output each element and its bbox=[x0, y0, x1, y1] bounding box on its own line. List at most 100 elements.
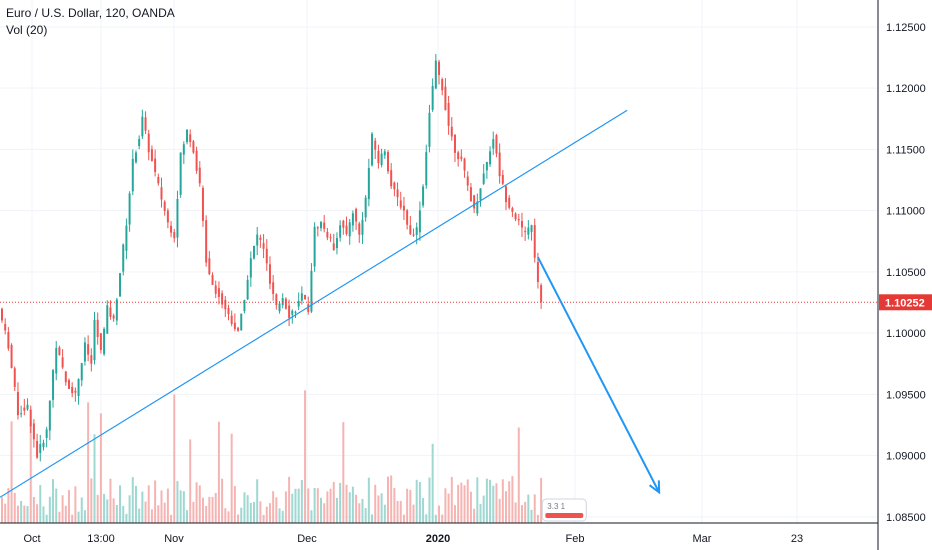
candle-body bbox=[291, 310, 294, 315]
volume-bar bbox=[374, 484, 377, 523]
candle-body bbox=[122, 244, 125, 272]
candle-body bbox=[154, 158, 157, 173]
volume-bar bbox=[412, 504, 415, 523]
candle-body bbox=[131, 158, 134, 192]
drawings[interactable]: 3.3 1 bbox=[0, 109, 878, 522]
candle-body bbox=[415, 227, 418, 235]
candle-body bbox=[473, 195, 476, 209]
candle-body bbox=[396, 189, 399, 198]
candle-body bbox=[71, 386, 74, 394]
candle-body bbox=[342, 220, 345, 228]
candle-body bbox=[237, 327, 240, 331]
volume-bar bbox=[64, 505, 67, 523]
y-tick-label: 1.10500 bbox=[886, 267, 926, 279]
volume-bar bbox=[415, 479, 418, 523]
volume-bar bbox=[444, 488, 447, 523]
volume-bar bbox=[150, 509, 153, 523]
volume-bar bbox=[514, 502, 517, 523]
y-tick-label: 1.10000 bbox=[886, 328, 926, 340]
volume-bar bbox=[517, 427, 520, 523]
volume-bar bbox=[460, 482, 463, 523]
candle-body bbox=[243, 299, 246, 312]
candle-body bbox=[348, 222, 351, 237]
candle-body bbox=[351, 213, 354, 226]
volume-bar bbox=[237, 514, 240, 523]
volume-bar bbox=[52, 479, 55, 523]
candle-body bbox=[533, 225, 536, 258]
volume-bar bbox=[26, 506, 29, 523]
volume-bar bbox=[214, 493, 217, 523]
forecast-arrow[interactable] bbox=[537, 256, 661, 493]
volume-bar bbox=[131, 477, 134, 523]
forecast-arrow-head[interactable] bbox=[648, 480, 661, 495]
y-tick-label: 1.11500 bbox=[886, 144, 925, 156]
candle-body bbox=[275, 294, 278, 306]
y-tick-label: 1.12000 bbox=[886, 83, 926, 95]
candle-body bbox=[93, 319, 96, 361]
candle-body bbox=[278, 303, 281, 312]
volume-bar bbox=[144, 501, 147, 523]
candle-body bbox=[106, 305, 109, 334]
volume-bar bbox=[272, 491, 275, 523]
candle-body bbox=[294, 311, 297, 313]
volume-bar bbox=[399, 500, 402, 523]
candle-body bbox=[189, 134, 192, 143]
candle-body bbox=[485, 161, 488, 171]
candle-body bbox=[26, 404, 29, 410]
volume-bar bbox=[48, 496, 51, 523]
candle-body bbox=[310, 270, 313, 312]
volume-bar bbox=[511, 476, 514, 523]
candle-body bbox=[323, 222, 326, 229]
volume-bar bbox=[390, 475, 393, 523]
candle-body bbox=[7, 331, 10, 349]
volume-bar bbox=[103, 493, 106, 523]
candle-body bbox=[527, 227, 530, 235]
volume-bar bbox=[217, 421, 220, 523]
trendline[interactable] bbox=[0, 109, 628, 498]
grid bbox=[0, 0, 878, 523]
volume-bar bbox=[13, 492, 16, 523]
volume-bar bbox=[265, 506, 268, 523]
candle-body bbox=[428, 112, 431, 147]
candle-body bbox=[530, 225, 533, 232]
candle-body bbox=[20, 413, 23, 415]
candle-body bbox=[444, 86, 447, 111]
candle-body bbox=[103, 328, 106, 355]
volume-indicator-label[interactable]: Vol (20) bbox=[6, 23, 48, 37]
volume-bar bbox=[189, 439, 192, 523]
symbol-title[interactable]: Euro / U.S. Dollar, 120, OANDA bbox=[6, 6, 175, 20]
candle-body bbox=[332, 243, 335, 251]
x-tick-label: Dec bbox=[297, 533, 317, 545]
volume-bars bbox=[1, 390, 543, 523]
candle-body bbox=[166, 210, 169, 223]
candle-body bbox=[253, 245, 256, 259]
volume-bar bbox=[154, 480, 157, 523]
candle-body bbox=[367, 168, 370, 200]
volume-bar bbox=[406, 488, 409, 523]
candle-body bbox=[176, 199, 179, 238]
volume-bar bbox=[7, 488, 10, 523]
volume-bar bbox=[20, 500, 23, 523]
candle-body bbox=[412, 234, 415, 236]
candle-body bbox=[457, 152, 460, 160]
candle-body bbox=[208, 258, 211, 275]
candle-body bbox=[425, 152, 428, 186]
candle-body bbox=[320, 222, 322, 229]
candle-body bbox=[371, 133, 374, 166]
volume-bar bbox=[377, 495, 380, 523]
volume-bar bbox=[367, 477, 370, 523]
candle-body bbox=[262, 243, 265, 249]
candle-body bbox=[4, 324, 7, 331]
volume-bar bbox=[345, 484, 348, 523]
volume-bar bbox=[106, 499, 109, 523]
volume-bar bbox=[524, 501, 527, 523]
volume-bar bbox=[284, 491, 287, 523]
candle-body bbox=[402, 205, 405, 211]
volume-bar bbox=[61, 495, 64, 523]
candle-body bbox=[447, 103, 450, 126]
y-tick-label: 1.09500 bbox=[886, 389, 926, 401]
y-tick-label: 1.08500 bbox=[886, 512, 926, 524]
current-price-tag bbox=[879, 294, 932, 311]
